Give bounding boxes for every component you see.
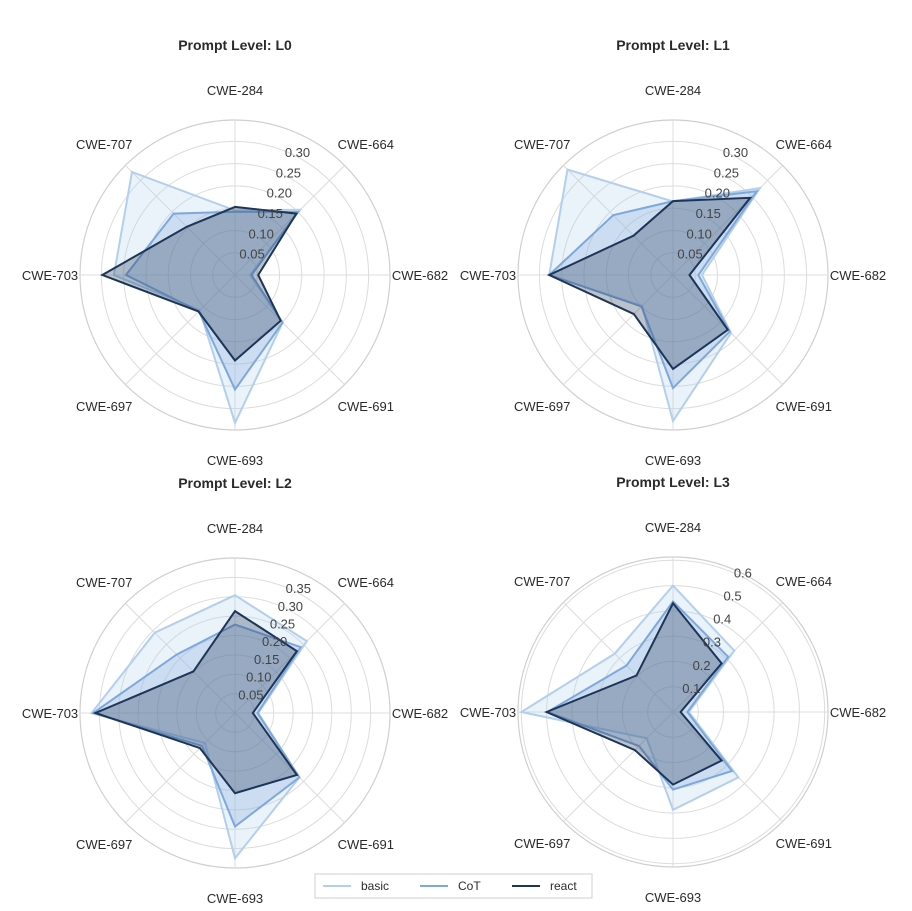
radial-tick-label: 0.05 bbox=[677, 247, 702, 262]
legend-item-basic[interactable]: basic bbox=[323, 879, 389, 893]
axis-label: CWE-664 bbox=[338, 575, 394, 590]
radial-tick-label: 0.20 bbox=[705, 186, 730, 201]
radial-tick-label: 0.10 bbox=[249, 226, 274, 241]
axis-label: CWE-691 bbox=[338, 399, 394, 414]
axis-label: CWE-707 bbox=[514, 574, 570, 589]
radar-chart-3: CWE-284 CWE-664 CWE-682 CWE-691 CWE-693 CWE-6… bbox=[460, 474, 886, 905]
axis-spoke bbox=[563, 602, 674, 713]
axis-label: CWE-703 bbox=[460, 268, 516, 283]
radial-tick-label: 0.25 bbox=[276, 165, 301, 180]
axis-label: CWE-664 bbox=[776, 137, 832, 152]
axis-label: CWE-707 bbox=[76, 575, 132, 590]
radial-tick-label: 0.1 bbox=[682, 681, 700, 696]
axis-spoke bbox=[234, 603, 345, 714]
legend-item-CoT[interactable]: CoT bbox=[420, 879, 481, 893]
legend: basic CoT react bbox=[314, 873, 593, 899]
axis-label: CWE-664 bbox=[776, 574, 832, 589]
chart-title: Prompt Level: L0 bbox=[178, 37, 292, 53]
radial-tick-label: 0.25 bbox=[270, 617, 295, 632]
axis-label: CWE-693 bbox=[645, 890, 701, 905]
radar-chart-2: CWE-284 CWE-664 CWE-682 CWE-691 CWE-693 CWE-6… bbox=[22, 475, 448, 906]
axis-spoke bbox=[563, 165, 674, 276]
radial-tick-label: 0.4 bbox=[713, 612, 731, 627]
series-react-polygon bbox=[92, 609, 299, 795]
axis-spoke bbox=[125, 603, 236, 714]
chart-title: Prompt Level: L2 bbox=[178, 475, 292, 491]
series-CoT-polygon bbox=[124, 210, 300, 392]
radial-tick-label: 0.15 bbox=[254, 652, 279, 667]
axis-spoke bbox=[234, 712, 345, 823]
axis-spoke bbox=[234, 165, 345, 276]
radar-chart-0: CWE-284 CWE-664 CWE-682 CWE-691 CWE-693 CWE-6… bbox=[22, 37, 448, 468]
axis-label: CWE-703 bbox=[22, 268, 78, 283]
axis-label: CWE-691 bbox=[776, 836, 832, 851]
series-basic-polygon bbox=[548, 168, 762, 424]
radial-tick-label: 0.15 bbox=[258, 206, 283, 221]
axis-label: CWE-693 bbox=[207, 891, 263, 906]
axis-label: CWE-707 bbox=[76, 137, 132, 152]
radial-tick-label: 0.2 bbox=[693, 658, 711, 673]
axis-label: CWE-693 bbox=[207, 453, 263, 468]
axis-spoke bbox=[563, 711, 674, 822]
axis-label: CWE-697 bbox=[514, 836, 570, 851]
legend-label: react bbox=[550, 879, 577, 893]
axis-label: CWE-682 bbox=[830, 268, 886, 283]
radial-tick-label: 0.6 bbox=[734, 565, 752, 580]
radial-tick-label: 0.3 bbox=[703, 635, 721, 650]
axis-label: CWE-284 bbox=[645, 83, 701, 98]
axis-spoke bbox=[125, 274, 236, 385]
radial-tick-label: 0.25 bbox=[714, 165, 739, 180]
axis-label: CWE-284 bbox=[645, 520, 701, 535]
radar-chart-1: CWE-284 CWE-664 CWE-682 CWE-691 CWE-693 CWE-6… bbox=[460, 37, 886, 468]
series-CoT-polygon bbox=[544, 599, 734, 791]
chart-title: Prompt Level: L1 bbox=[616, 37, 730, 53]
axis-label: CWE-703 bbox=[460, 705, 516, 720]
radial-tick-label: 0.35 bbox=[286, 581, 311, 596]
radial-tick-label: 0.5 bbox=[724, 589, 742, 604]
axis-spoke bbox=[672, 165, 783, 276]
axis-label: CWE-682 bbox=[392, 268, 448, 283]
radial-tick-label: 0.30 bbox=[285, 145, 310, 160]
legend-item-react[interactable]: react bbox=[512, 879, 577, 893]
axis-spoke bbox=[234, 274, 345, 385]
legend-label: CoT bbox=[458, 879, 481, 893]
series-basic-polygon bbox=[518, 584, 740, 812]
radial-tick-label: 0.05 bbox=[239, 247, 264, 262]
axis-label: CWE-697 bbox=[76, 837, 132, 852]
axis-label: CWE-691 bbox=[776, 399, 832, 414]
series-react-polygon bbox=[546, 196, 753, 371]
radial-tick-label: 0.20 bbox=[267, 186, 292, 201]
radial-tick-label: 0.30 bbox=[723, 145, 748, 160]
chart-title: Prompt Level: L3 bbox=[616, 474, 730, 490]
axis-spoke bbox=[125, 712, 236, 823]
axis-spoke bbox=[125, 165, 236, 276]
axis-label: CWE-707 bbox=[514, 137, 570, 152]
axis-label: CWE-703 bbox=[22, 706, 78, 721]
radial-tick-label: 0.30 bbox=[278, 599, 303, 614]
axis-label: CWE-697 bbox=[76, 399, 132, 414]
series-CoT-polygon bbox=[547, 189, 759, 390]
series-react-polygon bbox=[99, 205, 299, 362]
axis-label: CWE-693 bbox=[645, 453, 701, 468]
series-react-polygon bbox=[544, 601, 724, 786]
axis-label: CWE-691 bbox=[338, 837, 394, 852]
axis-spoke bbox=[563, 274, 674, 385]
axis-label: CWE-284 bbox=[207, 521, 263, 536]
radial-tick-label: 0.10 bbox=[246, 670, 271, 685]
radial-tick-label: 0.10 bbox=[687, 226, 712, 241]
radial-tick-label: 0.20 bbox=[262, 634, 287, 649]
axis-label: CWE-682 bbox=[830, 705, 886, 720]
axis-label: CWE-697 bbox=[514, 399, 570, 414]
axis-label: CWE-284 bbox=[207, 83, 263, 98]
axis-label: CWE-664 bbox=[338, 137, 394, 152]
legend-label: basic bbox=[361, 879, 389, 893]
legend-box bbox=[314, 873, 593, 899]
series-CoT-polygon bbox=[90, 623, 303, 829]
radial-tick-label: 0.15 bbox=[696, 206, 721, 221]
series-basic-polygon bbox=[89, 594, 309, 861]
axis-label: CWE-682 bbox=[392, 706, 448, 721]
radial-tick-label: 0.05 bbox=[238, 687, 263, 702]
